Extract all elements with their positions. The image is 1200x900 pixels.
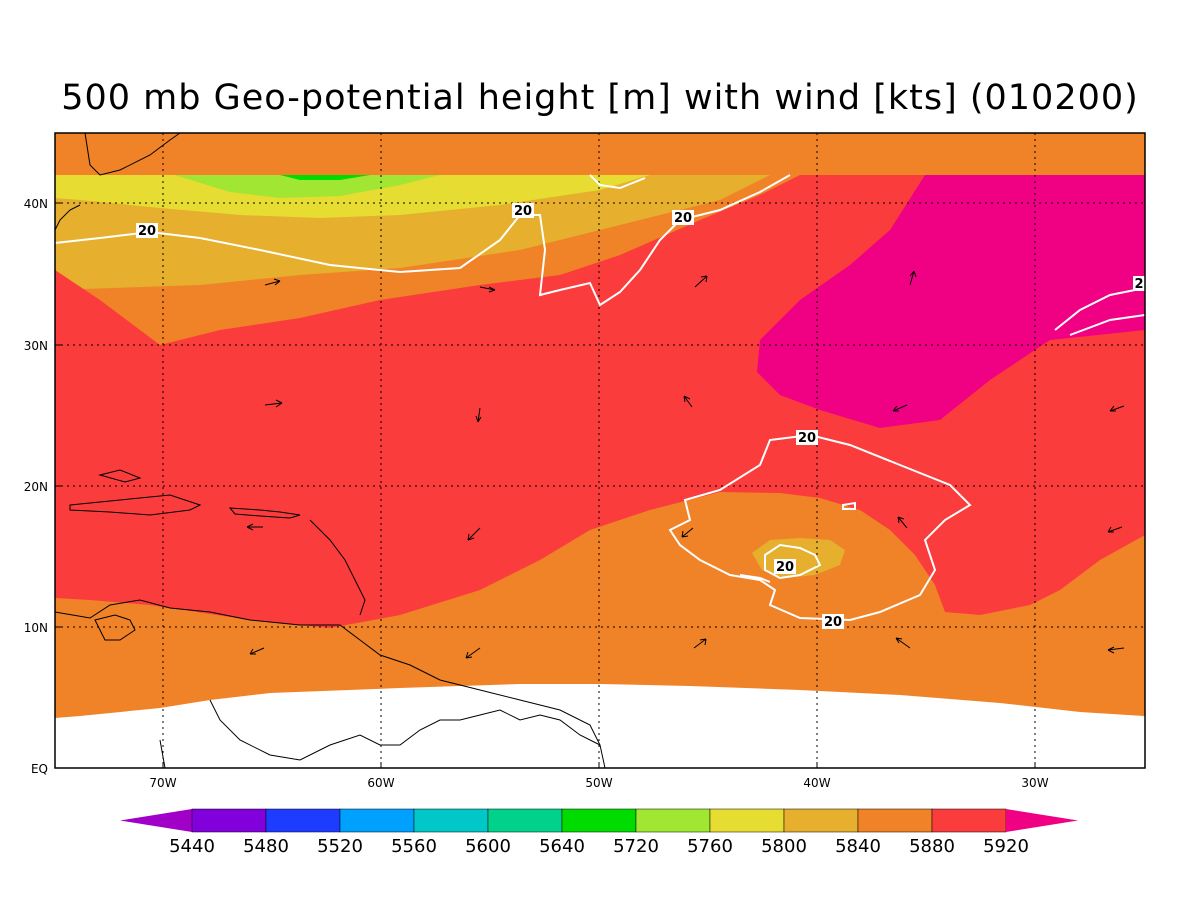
contour-label: 20 bbox=[674, 211, 692, 226]
y-tick-label: 30N bbox=[24, 339, 48, 353]
y-tick-label: EQ bbox=[31, 762, 48, 776]
colorbar-swatch bbox=[931, 808, 1007, 833]
colorbar-arrow-high bbox=[1006, 809, 1078, 832]
x-tick-label: 40W bbox=[803, 776, 830, 790]
colorbar-swatch bbox=[709, 808, 785, 833]
x-tick-label: 50W bbox=[585, 776, 612, 790]
x-tick-label: 60W bbox=[367, 776, 394, 790]
field-missing bbox=[55, 684, 1145, 768]
plot-frame bbox=[54, 132, 1146, 769]
colorbar-swatch bbox=[413, 808, 489, 833]
colorbar-label: 5480 bbox=[243, 836, 289, 857]
x-tick-label: 70W bbox=[149, 776, 176, 790]
colorbar-label: 5720 bbox=[613, 836, 659, 857]
y-axis-labels: EQ 10N 20N 30N 40N bbox=[24, 197, 48, 776]
colorbar-label: 5760 bbox=[687, 836, 733, 857]
colorbar-label: 5920 bbox=[983, 836, 1029, 857]
colorbar-label: 5840 bbox=[835, 836, 881, 857]
contour-label: 20 bbox=[776, 560, 794, 575]
tick-marks bbox=[55, 202, 1036, 768]
colorbar-label: 5600 bbox=[465, 836, 511, 857]
colorbar-label: 5520 bbox=[317, 836, 363, 857]
field-5800 bbox=[55, 175, 650, 218]
field-5760 bbox=[175, 175, 440, 198]
colorbar-label: 5800 bbox=[761, 836, 807, 857]
colorbar-swatch bbox=[635, 808, 711, 833]
colorbar-swatch bbox=[265, 808, 341, 833]
colorbar: 5440 5480 5520 5560 5600 5640 5720 5760 5800 5840… bbox=[120, 808, 1078, 857]
colorbar-swatch bbox=[857, 808, 933, 833]
colorbar-label: 5440 bbox=[169, 836, 215, 857]
field-5960-magenta bbox=[757, 175, 1145, 428]
contour-label: 20 bbox=[798, 431, 816, 446]
coastlines bbox=[54, 132, 606, 769]
x-axis-labels: 70W 60W 50W 40W 30W bbox=[149, 776, 1048, 790]
chart-title: 500 mb Geo-potential height [m] with win… bbox=[61, 78, 1139, 118]
contour-label: 20 bbox=[514, 204, 532, 219]
colorbar-swatch bbox=[191, 808, 267, 833]
x-tick-label: 30W bbox=[1021, 776, 1048, 790]
height-field bbox=[55, 133, 1145, 768]
y-tick-label: 20N bbox=[24, 480, 48, 494]
contour-label: 2 bbox=[1134, 277, 1143, 292]
colorbar-swatch bbox=[487, 808, 563, 833]
y-tick-label: 10N bbox=[24, 621, 48, 635]
contour-label: 20 bbox=[138, 224, 156, 239]
colorbar-label: 5560 bbox=[391, 836, 437, 857]
colorbar-swatch bbox=[339, 808, 415, 833]
colorbar-swatch bbox=[561, 808, 637, 833]
wind-vectors bbox=[246, 270, 1125, 659]
y-tick-label: 40N bbox=[24, 197, 48, 211]
colorbar-label: 5880 bbox=[909, 836, 955, 857]
contour-label: 20 bbox=[824, 615, 842, 630]
grid-lines bbox=[55, 133, 1145, 768]
colorbar-label: 5640 bbox=[539, 836, 585, 857]
field-5720 bbox=[280, 175, 370, 180]
contour-labels: 20 20 20 20 20 20 2 bbox=[136, 203, 1145, 630]
colorbar-swatch bbox=[783, 808, 859, 833]
colorbar-arrow-low bbox=[120, 809, 192, 832]
